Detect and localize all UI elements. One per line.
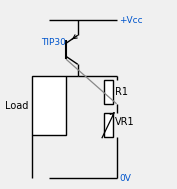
Text: TIP30: TIP30 — [41, 38, 65, 47]
Text: Load: Load — [5, 101, 29, 111]
Text: +Vcc: +Vcc — [119, 15, 143, 25]
Bar — [104, 80, 113, 104]
Text: R1: R1 — [115, 87, 128, 97]
Text: 0V: 0V — [119, 174, 131, 183]
Text: VR1: VR1 — [115, 117, 135, 127]
Bar — [32, 76, 66, 136]
Bar — [104, 113, 113, 137]
